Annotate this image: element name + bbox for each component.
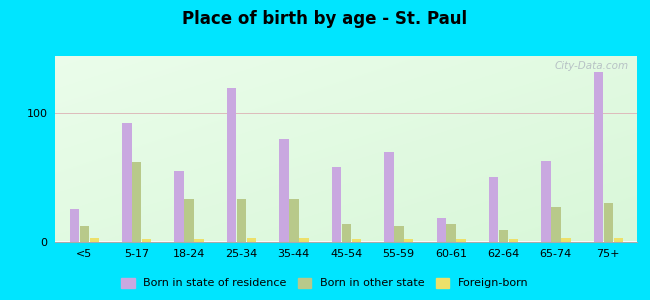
Bar <box>174 171 184 242</box>
Bar <box>194 239 204 242</box>
Bar <box>122 124 131 242</box>
Bar <box>593 72 603 242</box>
Bar <box>227 88 237 242</box>
Bar <box>79 226 89 242</box>
Text: Place of birth by age - St. Paul: Place of birth by age - St. Paul <box>183 11 467 28</box>
Text: City-Data.com: City-Data.com <box>554 61 629 71</box>
Bar <box>332 167 341 242</box>
Legend: Born in state of residence, Born in other state, Foreign-born: Born in state of residence, Born in othe… <box>117 273 533 293</box>
Bar <box>247 238 256 242</box>
Bar <box>499 230 508 242</box>
Bar <box>289 199 299 242</box>
Bar <box>447 224 456 242</box>
Bar <box>541 161 551 242</box>
Bar <box>456 239 466 242</box>
Bar <box>437 218 446 242</box>
Bar <box>280 139 289 242</box>
Bar <box>132 162 142 242</box>
Bar <box>70 209 79 242</box>
Bar <box>614 238 623 242</box>
Bar <box>604 203 613 242</box>
Bar <box>90 238 99 242</box>
Bar <box>185 199 194 242</box>
Bar <box>352 239 361 242</box>
Bar <box>509 239 518 242</box>
Bar <box>394 226 404 242</box>
Bar <box>551 207 561 242</box>
Bar <box>561 238 571 242</box>
Bar <box>237 199 246 242</box>
Bar <box>489 177 499 242</box>
Bar <box>142 239 151 242</box>
Bar <box>342 224 351 242</box>
Bar <box>384 152 393 242</box>
Bar <box>404 239 413 242</box>
Bar <box>299 238 309 242</box>
